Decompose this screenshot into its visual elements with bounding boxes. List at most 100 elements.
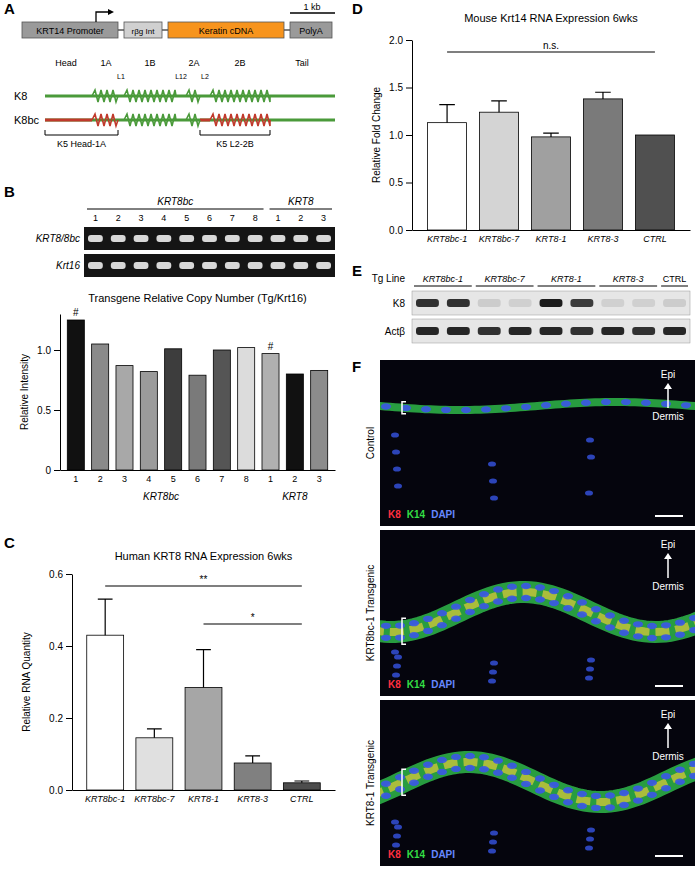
tick-label: 0.4 [49,641,63,652]
gel-band [156,262,171,269]
tick: KRT8-1 [536,234,567,244]
nucleus [661,773,671,779]
tick: 7 [219,474,224,484]
layer-label: Dermis [652,751,684,762]
axis-title: Relative Intensity [19,354,30,430]
nucleus [577,599,587,605]
construct-segment [124,22,162,38]
nucleus [395,786,405,792]
nucleus [689,761,695,767]
gel-band [88,235,103,242]
nucleus [521,595,531,601]
bar [428,123,467,230]
lane-label: 1 [93,213,98,223]
channel-label: K14 [407,679,426,690]
tick-mark [406,230,412,231]
dermal-nucleus [391,819,399,824]
bars [87,599,321,790]
gel-band [179,235,194,242]
nucleus [563,799,573,805]
nucleus [507,596,517,602]
nucleus [521,404,531,410]
tick-mark [66,646,72,647]
gel-band [225,262,240,269]
blot-band [447,327,470,335]
nucleus [521,769,531,775]
linker-label: L12 [175,73,187,80]
tick-mark [66,790,72,791]
nucleus [541,402,551,408]
layer-label: Epi [661,539,675,550]
arrowhead [664,383,672,389]
panel-letter: A [4,0,15,17]
nucleus [621,399,631,405]
promoter-arrow [96,12,108,22]
tick: KRT8-3 [588,234,619,244]
nucleus [549,600,559,606]
tick-mark [66,574,72,575]
tick: CTRL [643,234,667,244]
micrograph: KRT8-1 TransgenicEpiDermisK8K14DAPI [365,700,700,866]
lane-underline [599,286,657,287]
dermal-nucleus [392,449,400,454]
nucleus [465,753,475,759]
channel-label: K8 [388,509,401,520]
dermal-nucleus [393,663,401,668]
error-bar [245,756,260,763]
axis-line [60,315,61,471]
tick-mark [54,350,60,351]
label: 1 kb [303,2,320,12]
gel-band [202,262,217,269]
nucleus [409,768,419,774]
blot-band [632,299,655,307]
gel-strip [84,254,335,277]
nucleus [395,774,405,780]
nucleus [507,584,517,590]
nucleus [507,763,517,769]
dermal-nucleus [393,466,401,471]
chart-title: Human KRT8 RNA Expression 6wks [115,550,293,562]
nucleus [591,793,601,799]
gel-strip [84,227,335,250]
segment-label: rβg Int [132,27,156,36]
lane-underline [476,286,534,287]
nucleus [381,623,391,629]
error-bar [294,781,309,783]
gel-band [179,262,194,269]
k8-signal [380,762,695,802]
nucleus [619,630,629,636]
blot-band [663,299,686,307]
tissue [380,583,695,684]
tick-label: KRT8-1 [536,234,567,244]
error-bar [595,92,611,99]
nucleus [675,767,685,773]
segment-label: KRT14 Promoter [36,26,103,36]
tick-label: 1.0 [389,130,403,141]
dermal-nucleus [394,483,402,488]
tick-label: 3 [317,474,322,484]
nucleus [437,769,447,775]
segment-label: PolyA [299,26,323,36]
nucleus [591,618,601,624]
gel-band [202,235,217,242]
tick-label: KRT8-3 [588,234,619,244]
nucleus [647,792,657,798]
row-label: K8 [14,90,27,102]
bar [87,635,124,790]
bar [262,354,279,470]
significance-line [105,585,302,586]
chart: Mouse Krt14 RNA Expression 6wksRelative … [371,12,691,244]
nucleus [661,634,671,640]
nucleus [451,603,461,609]
blot-band [601,327,624,335]
tick-label: KRT8bc-1 [427,234,467,244]
epidermis [380,762,695,802]
image [380,360,695,526]
swap-label: K5 L2-2B [216,139,254,149]
arrowhead [664,723,672,729]
row-label: Actβ [385,326,405,337]
linker-label: L2 [201,73,209,80]
error-bar [147,729,162,738]
nucleus [409,780,419,786]
tick: 0.0 [49,785,72,796]
